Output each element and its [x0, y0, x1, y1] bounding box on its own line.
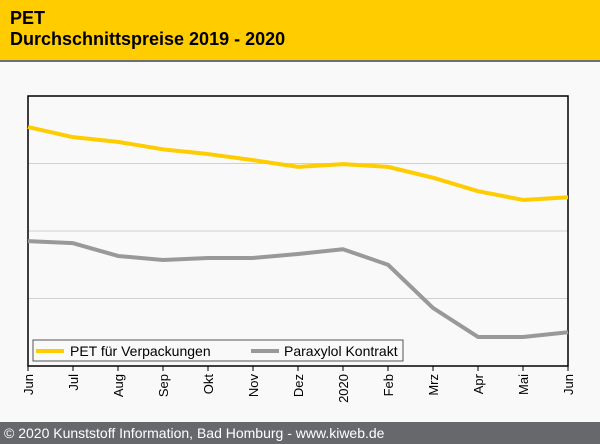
x-tick-label-5: Nov	[246, 374, 261, 398]
x-tick-label-1: Jul	[66, 374, 81, 391]
header-bar: PET Durchschnittspreise 2019 - 2020	[0, 0, 600, 62]
x-tick-label-0: Jun	[21, 374, 36, 395]
footer-bar: © 2020 Kunststoff Information, Bad Hombu…	[0, 422, 600, 444]
x-tick-label-4: Okt	[201, 374, 216, 395]
x-tick-label-8: Feb	[381, 374, 396, 396]
x-tick-label-9: Mrz	[426, 374, 441, 396]
x-tick-label-10: Apr	[471, 373, 486, 394]
x-tick-label-6: Dez	[291, 374, 306, 397]
series-line-pet	[27, 125, 569, 202]
legend-label-paraxylol: Paraxylol Kontrakt	[284, 343, 398, 359]
series-line-paraxylol	[27, 239, 569, 339]
x-tick-label-11: Mai	[516, 374, 531, 395]
series-lines	[27, 125, 569, 339]
title-line-2: Durchschnittspreise 2019 - 2020	[10, 29, 286, 49]
x-axis: Jun Jul Aug Sep Okt Nov Dez 2020 Feb Mrz Apr Mai Jun	[21, 366, 576, 403]
legend-label-pet: PET für Verpackungen	[70, 343, 211, 359]
gridlines	[28, 163, 568, 299]
x-tick-label-2: Aug	[111, 374, 126, 397]
legend: PET für Verpackungen Paraxylol Kontrakt	[32, 339, 404, 362]
legend-box	[32, 339, 404, 362]
chart-title: PET Durchschnittspreise 2019 - 2020	[10, 8, 285, 50]
x-tick-label-3: Sep	[156, 374, 171, 397]
copyright-text: © 2020 Kunststoff Information, Bad Hombu…	[4, 425, 385, 441]
x-tick-label-12: Jun	[561, 374, 576, 395]
x-tick-label-7: 2020	[336, 374, 351, 403]
title-line-1: PET	[10, 8, 46, 28]
